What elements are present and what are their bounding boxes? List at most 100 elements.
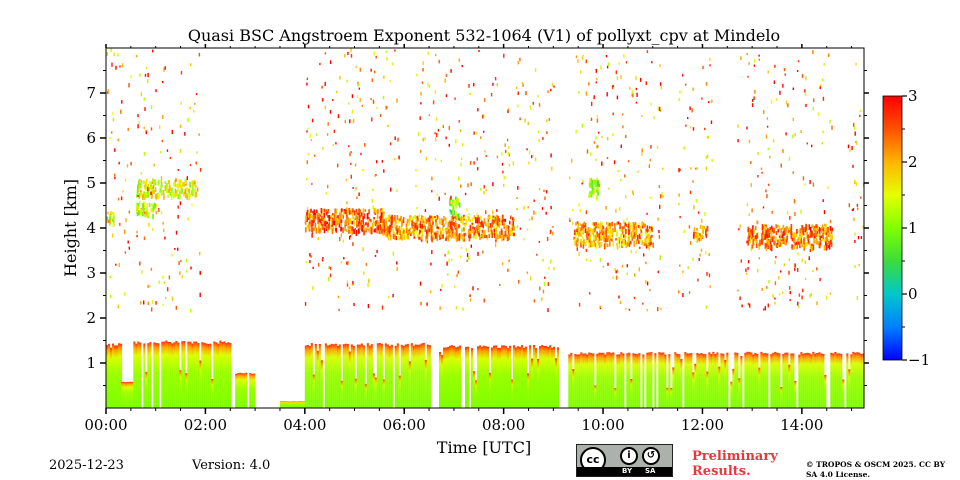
aerosol-layer-cell xyxy=(444,227,447,234)
noise-speckle xyxy=(766,286,768,289)
noise-speckle xyxy=(851,146,853,151)
noise-speckle xyxy=(774,281,777,286)
noise-speckle xyxy=(856,296,859,301)
noise-speckle xyxy=(422,61,424,65)
aerosol-layer-cell xyxy=(747,236,749,240)
noise-speckle xyxy=(648,164,651,169)
aerosol-layer-cell xyxy=(424,219,426,224)
noise-speckle xyxy=(859,114,861,118)
noise-speckle xyxy=(395,236,398,241)
aerosol-layer-cell xyxy=(352,208,354,213)
aerosol-layer-cell xyxy=(624,233,626,241)
cc-license-badge[interactable]: cc i ↺ BY SA xyxy=(576,444,673,477)
boundary-layer-column xyxy=(410,343,413,408)
noise-speckle xyxy=(167,180,170,185)
noise-speckle xyxy=(569,176,571,180)
noise-speckle xyxy=(332,99,334,102)
aerosol-layer-cell xyxy=(318,218,320,224)
aerosol-layer-cell xyxy=(368,209,370,215)
aerosol-layer-cell xyxy=(436,215,439,220)
aerosol-layer-cell xyxy=(175,192,178,197)
noise-speckle xyxy=(117,304,120,309)
noise-speckle xyxy=(708,253,710,256)
noise-speckle xyxy=(618,295,620,299)
aerosol-layer-cell xyxy=(162,189,165,196)
noise-speckle xyxy=(782,83,784,88)
aerosol-layer-cell xyxy=(318,213,320,217)
noise-speckle xyxy=(819,278,821,282)
noise-speckle xyxy=(454,285,456,288)
aerosol-layer-cell xyxy=(451,226,453,231)
noise-speckle xyxy=(365,262,367,266)
aerosol-layer-cell xyxy=(308,212,311,219)
aerosol-layer-cell xyxy=(340,219,343,224)
noise-speckle xyxy=(523,238,525,241)
aerosol-layer-cell xyxy=(577,226,579,230)
boundary-layer-column xyxy=(396,343,399,408)
aerosol-layer-cell xyxy=(420,215,423,220)
boundary-layer-column xyxy=(227,342,230,408)
aerosol-layer-cell xyxy=(819,227,821,232)
boundary-layer-column xyxy=(171,343,174,408)
aerosol-layer-cell xyxy=(363,213,366,219)
aerosol-layer-cell xyxy=(621,231,624,235)
aerosol-layer-cell xyxy=(597,223,600,229)
noise-speckle xyxy=(820,84,822,88)
noise-speckle xyxy=(483,191,485,195)
noise-speckle xyxy=(582,54,584,57)
noise-speckle xyxy=(179,201,182,206)
noise-speckle xyxy=(339,236,341,242)
noise-speckle xyxy=(765,134,768,139)
aerosol-layer-cell xyxy=(790,233,793,240)
aerosol-layer-cell xyxy=(513,218,515,222)
boundary-layer-column xyxy=(235,373,238,408)
aerosol-layer-cell xyxy=(321,216,323,222)
noise-speckle xyxy=(812,50,814,55)
noise-speckle xyxy=(169,186,171,190)
noise-speckle xyxy=(854,180,856,185)
noise-speckle xyxy=(806,231,808,236)
noise-speckle xyxy=(147,187,149,192)
boundary-layer-column xyxy=(139,342,142,408)
aerosol-layer-cell xyxy=(152,205,155,211)
boundary-layer-column xyxy=(215,342,218,408)
y-tick-label: 3 xyxy=(86,264,96,282)
aerosol-layer-cell xyxy=(138,178,141,182)
aerosol-layer-cell xyxy=(310,214,312,219)
aerosol-layer-cell xyxy=(397,218,400,221)
noise-speckle xyxy=(118,161,120,165)
aerosol-layer-cell xyxy=(603,230,606,235)
aerosol-layer-cell xyxy=(412,230,414,234)
noise-speckle xyxy=(159,125,161,129)
noise-speckle xyxy=(355,66,357,69)
aerosol-layer-cell xyxy=(821,226,823,234)
aerosol-layer-cell xyxy=(773,235,775,239)
noise-speckle xyxy=(788,156,791,161)
noise-speckle xyxy=(480,234,482,237)
noise-speckle xyxy=(498,218,501,222)
aerosol-layer-cell xyxy=(699,224,702,229)
aerosol-layer-cell xyxy=(460,232,463,238)
aerosol-layer-cell xyxy=(761,233,763,239)
noise-speckle xyxy=(702,65,704,70)
noise-speckle xyxy=(853,217,855,221)
noise-speckle xyxy=(601,135,603,139)
aerosol-layer-cell xyxy=(435,220,437,226)
noise-speckle xyxy=(763,308,765,311)
noise-speckle xyxy=(322,147,324,150)
aerosol-layer-cell xyxy=(640,229,643,234)
noise-speckle xyxy=(548,118,550,122)
noise-speckle xyxy=(765,247,768,252)
noise-speckle xyxy=(801,295,803,300)
aerosol-layer-cell xyxy=(336,219,338,226)
aerosol-layer-cell xyxy=(773,228,776,234)
aerosol-layer-cell xyxy=(310,225,313,232)
boundary-layer-column xyxy=(543,345,546,408)
noise-speckle xyxy=(332,144,335,147)
aerosol-layer-cell xyxy=(453,222,456,228)
boundary-layer-column xyxy=(850,354,853,408)
aerosol-layer-cell xyxy=(763,229,766,236)
aerosol-layer-cell xyxy=(435,233,437,239)
boundary-layer-column xyxy=(740,356,743,408)
noise-speckle xyxy=(641,148,643,153)
